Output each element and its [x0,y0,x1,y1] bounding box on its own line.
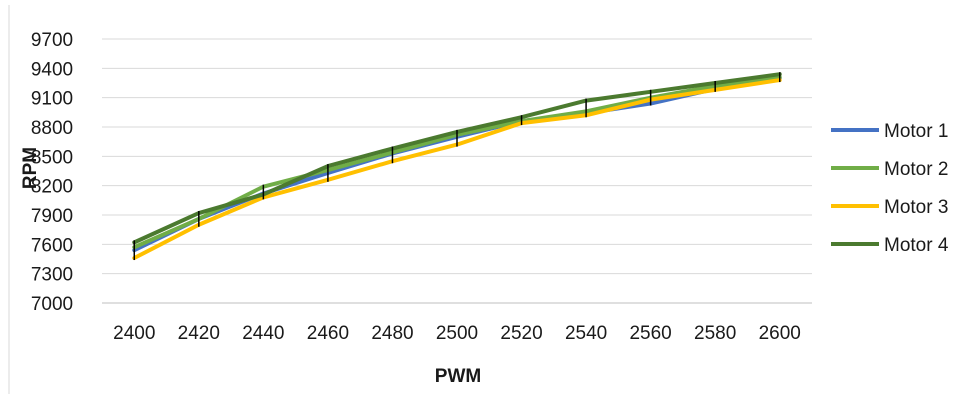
y-tick-label: 9400 [31,59,73,80]
y-tick-label: 8800 [31,118,73,139]
x-tick-label: 2580 [694,323,736,344]
x-tick-label: 2400 [113,323,155,344]
series-lines [132,72,782,261]
x-tick-label: 2600 [759,323,801,344]
x-tick-label: 2540 [565,323,607,344]
y-axis-title: RPM [20,147,41,189]
y-tick-label: 7900 [31,206,73,227]
legend-label: Motor 2 [884,159,948,180]
x-axis-ticks: 2400 2420 2440 2460 2480 2500 2520 2540 2560 2580… [113,323,801,344]
legend-label: Motor 3 [884,197,948,218]
x-axis-title: PWM [435,366,481,387]
legend-label: Motor 1 [884,121,948,142]
y-tick-label: 8200 [31,177,73,198]
legend: Motor 1 Motor 2 Motor 3 Motor 4 [831,121,949,256]
x-tick-label: 2560 [629,323,671,344]
series-line [132,75,782,250]
y-tick-label: 8500 [31,147,73,168]
y-axis-ticks: 7000 7300 7600 7900 8200 8500 8800 9100 9400 9700 [31,30,73,315]
y-tick-label: 7000 [31,294,73,315]
y-tick-label: 7600 [31,235,73,256]
error-bars [133,72,781,261]
x-tick-label: 2440 [242,323,284,344]
series-line [132,78,782,261]
x-tick-label: 2460 [307,323,349,344]
series-line [132,76,782,253]
series-line [132,72,782,245]
y-tick-label: 9700 [31,30,73,51]
y-tick-label: 7300 [31,265,73,286]
legend-label: Motor 4 [884,235,949,256]
x-tick-label: 2500 [436,323,478,344]
y-tick-label: 9100 [31,89,73,110]
x-tick-label: 2420 [178,323,220,344]
grid-lines [102,38,812,304]
x-tick-label: 2520 [500,323,542,344]
x-tick-label: 2480 [371,323,413,344]
